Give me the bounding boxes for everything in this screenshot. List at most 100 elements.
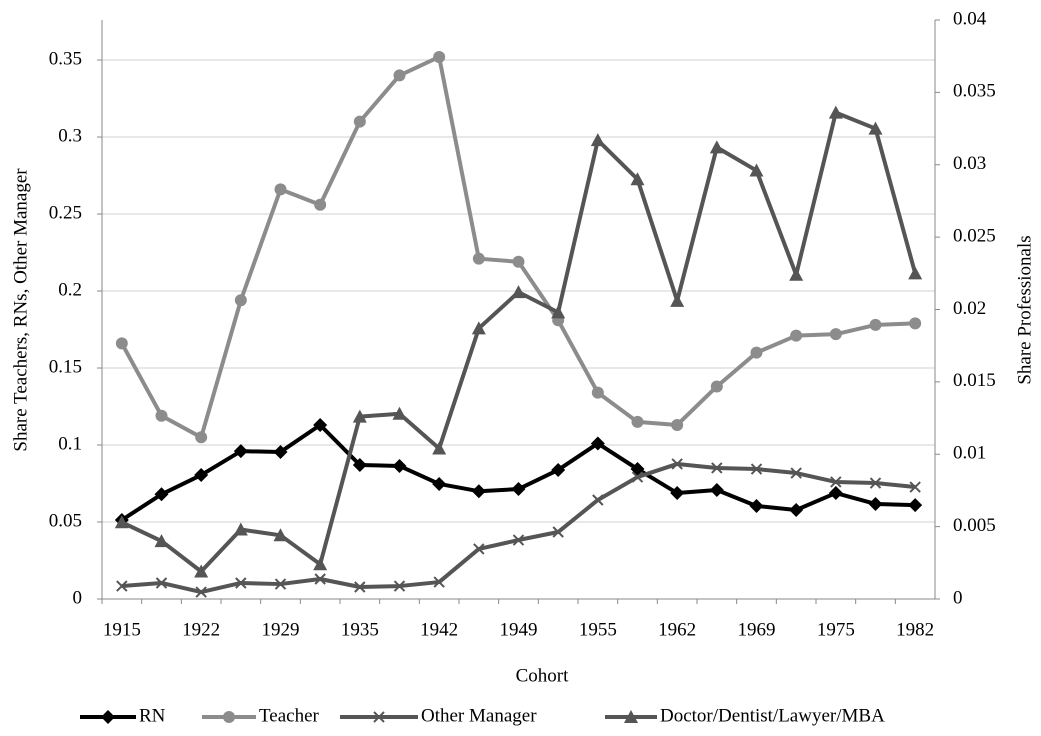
- marker: [353, 115, 366, 128]
- marker: [909, 481, 921, 493]
- marker: [750, 463, 763, 475]
- marker: [392, 458, 407, 473]
- marker: [432, 476, 447, 491]
- y2-tick-label: 0.04: [953, 8, 987, 29]
- marker: [828, 486, 843, 501]
- x-tick-label: 1982: [896, 619, 934, 640]
- marker: [631, 471, 644, 483]
- marker: [354, 581, 366, 593]
- x-tick-label: 1935: [341, 619, 379, 640]
- y-tick-label: 0.35: [49, 48, 82, 69]
- y2-tick-label: 0.035: [953, 81, 996, 102]
- marker: [709, 140, 724, 154]
- marker: [868, 496, 883, 511]
- marker: [828, 105, 843, 119]
- x-tick-label: 1915: [103, 619, 141, 640]
- marker: [789, 502, 804, 517]
- legend-marker: [373, 711, 385, 723]
- marker: [511, 285, 526, 299]
- marker: [114, 515, 129, 529]
- marker: [115, 337, 128, 350]
- marker: [829, 328, 842, 341]
- marker: [789, 267, 804, 281]
- marker: [511, 482, 526, 497]
- marker: [709, 482, 724, 497]
- x-axis-title: Cohort: [516, 665, 570, 686]
- y-tick-label: 0.25: [49, 202, 82, 223]
- marker: [116, 580, 128, 592]
- marker: [790, 329, 803, 342]
- marker: [155, 409, 168, 422]
- y-tick-label: 0: [73, 587, 83, 608]
- series-line: [120, 54, 916, 440]
- y-tick-label: 0.3: [58, 125, 82, 146]
- marker: [352, 409, 367, 423]
- marker: [671, 418, 684, 431]
- marker: [830, 476, 842, 488]
- x-tick-label: 1949: [500, 619, 538, 640]
- marker: [393, 580, 406, 592]
- marker: [868, 121, 883, 135]
- marker: [552, 526, 564, 538]
- x-tick-label: 1962: [658, 619, 696, 640]
- y2-tick-label: 0.025: [953, 225, 996, 246]
- marker: [869, 318, 882, 331]
- y2-axis-title: Share Professionals: [1014, 235, 1035, 384]
- marker: [551, 305, 566, 319]
- legend-label: Teacher: [259, 705, 320, 726]
- x-tick-label: 1975: [817, 619, 855, 640]
- marker: [590, 133, 605, 147]
- marker: [512, 255, 525, 268]
- marker: [432, 441, 447, 455]
- marker: [631, 415, 644, 428]
- marker: [195, 586, 207, 598]
- legend-marker: [101, 710, 115, 724]
- marker: [750, 346, 763, 359]
- marker: [710, 380, 723, 393]
- x-tick-label: 1955: [579, 619, 617, 640]
- marker: [473, 543, 485, 555]
- marker: [235, 577, 247, 589]
- marker: [233, 522, 248, 536]
- y-tick-label: 0.15: [49, 356, 82, 377]
- marker: [671, 458, 683, 470]
- marker: [314, 573, 326, 585]
- marker: [869, 477, 882, 489]
- legend-marker: [624, 710, 638, 723]
- x-tick-label: 1922: [182, 619, 220, 640]
- marker: [749, 498, 764, 513]
- marker: [908, 266, 923, 280]
- marker: [630, 172, 645, 186]
- marker: [393, 69, 406, 82]
- y-axis-title: Share Teachers, RNs, Other Manager: [10, 168, 31, 452]
- marker: [154, 534, 169, 548]
- marker: [352, 458, 367, 473]
- marker: [195, 431, 208, 444]
- marker: [711, 462, 723, 474]
- marker: [591, 386, 604, 399]
- x-tick-label: 1942: [420, 619, 458, 640]
- x-tick-label: 1969: [738, 619, 776, 640]
- marker: [590, 436, 605, 451]
- marker: [392, 406, 407, 420]
- marker: [670, 486, 685, 501]
- y2-tick-label: 0.005: [953, 515, 996, 536]
- y-tick-label: 0.1: [58, 433, 82, 454]
- marker: [512, 534, 525, 546]
- marker: [194, 468, 209, 483]
- legend-marker: [223, 711, 235, 723]
- marker: [274, 578, 287, 590]
- y2-tick-label: 0.03: [953, 153, 986, 174]
- series-line: [120, 110, 918, 574]
- marker: [234, 294, 247, 307]
- marker: [154, 487, 169, 502]
- marker: [194, 564, 209, 578]
- marker: [273, 528, 288, 542]
- marker: [790, 467, 802, 479]
- marker: [670, 293, 685, 307]
- x-tick-label: 1929: [262, 619, 300, 640]
- legend-label: Doctor/Dentist/Lawyer/MBA: [660, 705, 885, 726]
- y2-tick-label: 0.015: [953, 370, 996, 391]
- y2-tick-label: 0: [953, 587, 963, 608]
